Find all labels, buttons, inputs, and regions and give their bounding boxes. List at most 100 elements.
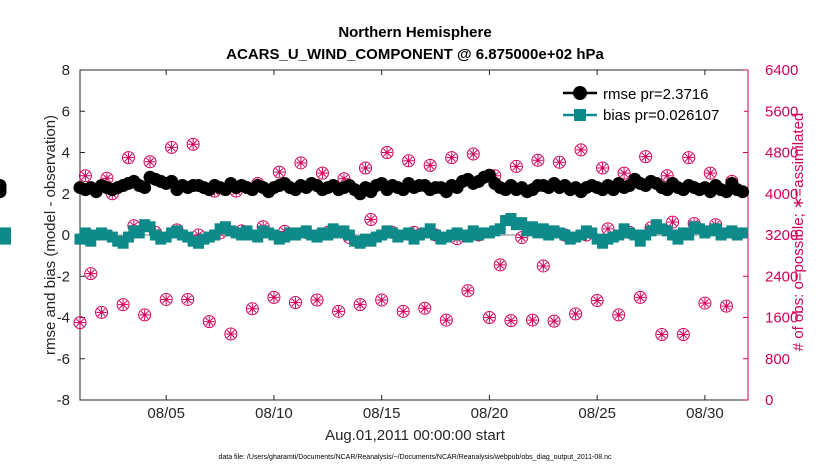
obs-possible-point <box>159 292 173 306</box>
obs-possible-point <box>482 311 496 324</box>
bias-point <box>505 213 517 224</box>
bias-point <box>79 227 91 239</box>
obs-assimilated-point <box>554 157 565 168</box>
obs-assimilated-point <box>640 151 651 162</box>
obs-possible-point <box>531 153 545 167</box>
obs-assimilated-point <box>139 309 150 321</box>
obs-possible-point <box>202 315 216 329</box>
obs-possible-point <box>590 293 604 307</box>
obs-possible-point <box>73 316 87 330</box>
obs-assimilated-point <box>74 317 86 328</box>
obs-possible-point <box>181 292 195 306</box>
x-tick-label: 08/30 <box>686 405 724 422</box>
obs-possible-point <box>310 293 324 307</box>
obs-possible-point <box>116 298 130 312</box>
obs-possible-point <box>272 165 286 179</box>
bias-point <box>133 227 145 239</box>
legend-box <box>558 77 744 129</box>
obs-assimilated-point <box>656 329 668 340</box>
obs-assimilated-point <box>446 152 457 163</box>
rmse-point <box>736 185 750 199</box>
obs-assimilated-point <box>532 155 544 166</box>
obs-assimilated-point <box>160 294 172 305</box>
obs-possible-point <box>402 154 416 168</box>
y-right-tick-label: 5600 <box>765 103 798 120</box>
obs-possible-point <box>396 304 410 318</box>
y-tick-label: -8 <box>57 392 70 409</box>
obs-possible-point <box>536 259 550 273</box>
rmse-point <box>138 181 152 195</box>
obs-assimilated-point <box>505 315 517 326</box>
obs-assimilated-point <box>96 307 107 318</box>
rmse-series-group <box>0 168 750 201</box>
bias-point <box>586 227 598 239</box>
obs-assimilated-point <box>182 294 193 305</box>
obs-assimilated-point <box>678 329 689 340</box>
y-tick-label: 4 <box>62 145 70 162</box>
obs-assimilated-point <box>516 232 527 243</box>
obs-assimilated-point <box>365 214 377 225</box>
y-right-tick-label: 2400 <box>765 268 798 285</box>
y-right-tick-label: 800 <box>765 351 790 368</box>
obs-possible-point <box>703 166 717 180</box>
y-tick-label: -6 <box>57 351 70 368</box>
obs-assimilated-point <box>376 294 387 306</box>
obs-assimilated-point <box>354 299 366 310</box>
obs-possible-point <box>569 307 583 321</box>
obs-assimilated-point <box>268 292 280 303</box>
obs-possible-point <box>439 313 453 327</box>
bias-point <box>0 227 11 239</box>
obs-assimilated-point <box>527 314 538 326</box>
x-tick-label: 08/05 <box>147 405 185 422</box>
legend-rmse-marker <box>573 86 587 100</box>
legend-rmse-label: rmse pr=2.3716 <box>603 86 708 103</box>
obs-assimilated-point <box>721 300 732 312</box>
obs-assimilated-point <box>398 306 409 317</box>
obs-assimilated-point <box>403 155 414 166</box>
obs-possible-point <box>138 308 152 322</box>
legend-bias-label: bias pr=0.026107 <box>603 107 719 124</box>
y-tick-label: -4 <box>57 310 70 327</box>
legend-bias-marker <box>574 109 586 121</box>
obs-possible-point <box>655 328 669 342</box>
obs-assimilated-point <box>613 309 624 321</box>
obs-possible-point <box>445 151 459 165</box>
y-tick-label: -2 <box>57 268 70 285</box>
obs-assimilated-point <box>360 162 371 174</box>
obs-possible-point <box>121 151 135 165</box>
obs-possible-point <box>596 161 610 175</box>
obs-possible-point <box>332 304 346 318</box>
obs-possible-point <box>466 147 480 161</box>
y-right-tick-label: 0 <box>765 392 773 409</box>
chart-subtitle: ACARS_U_WIND_COMPONENT @ 6.875000e+02 hP… <box>226 46 604 63</box>
obs-possible-point <box>375 293 389 307</box>
y-tick-label: 0 <box>62 227 70 244</box>
obs-possible-point <box>574 143 588 157</box>
bias-point <box>209 229 221 241</box>
obs-assimilated-point <box>661 170 673 181</box>
y-right-tick-label: 4000 <box>765 186 798 203</box>
obs-possible-point <box>633 290 647 304</box>
obs-possible-point <box>267 290 281 304</box>
obs-assimilated-point <box>225 328 237 340</box>
bias-point <box>634 235 646 247</box>
obs-possible-point <box>612 308 626 322</box>
obs-assimilated-point <box>705 167 716 179</box>
obs-assimilated-point <box>317 167 328 179</box>
y-right-tick-label: 6400 <box>765 62 798 79</box>
x-tick-label: 08/25 <box>578 405 616 422</box>
obs-possible-point <box>78 169 92 183</box>
obs-assimilated-point <box>85 268 96 279</box>
obs-assimilated-point <box>667 216 678 228</box>
bias-point <box>683 229 695 241</box>
bias-point <box>252 231 264 243</box>
legend: rmse pr=2.3716 bias pr=0.026107 <box>558 77 744 129</box>
bias-point <box>613 229 625 241</box>
obs-possible-point <box>380 146 394 159</box>
y-right-tick-label: 1600 <box>765 310 798 327</box>
obs-possible-point <box>84 267 98 281</box>
obs-assimilated-point <box>635 292 646 303</box>
obs-possible-point <box>143 155 157 169</box>
bias-point <box>343 229 355 241</box>
obs-possible-point <box>526 313 540 327</box>
